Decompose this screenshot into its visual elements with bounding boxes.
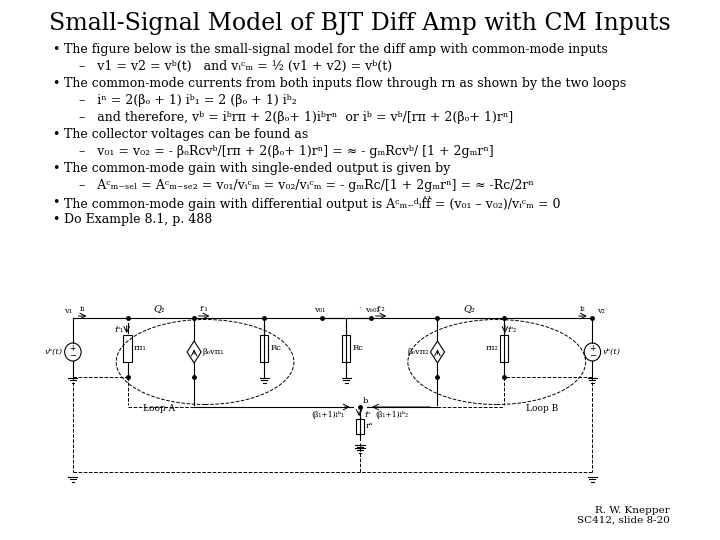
Text: The common-mode currents from both inputs flow through rn as shown by the two lo: The common-mode currents from both input… [64,77,626,90]
Text: +: + [589,344,595,353]
Text: rπ₂: rπ₂ [485,343,498,352]
Text: Do Example 8.1, p. 488: Do Example 8.1, p. 488 [64,213,212,226]
Text: R. W. Knepper
SC412, slide 8-20: R. W. Knepper SC412, slide 8-20 [577,505,670,525]
Text: Rᴄ: Rᴄ [270,343,281,352]
Text: •: • [52,213,59,226]
Text: βₒvπ₂: βₒvπ₂ [407,348,428,356]
Text: iᵇ₂: iᵇ₂ [508,326,517,334]
Text: v₁: v₁ [64,307,72,315]
Text: rπ₁: rπ₁ [133,343,146,352]
Bar [123,335,132,362]
Bar [260,335,269,362]
Text: βₒvπ₁: βₒvπ₁ [203,348,225,356]
Bar [356,419,364,434]
Text: Small-Signal Model of BJT Diff Amp with CM Inputs: Small-Signal Model of BJT Diff Amp with … [49,12,671,35]
Text: (β₁+1)iᵇ₁: (β₁+1)iᵇ₁ [312,411,345,419]
Text: +: + [70,344,76,353]
Text: v₀₁: v₀₁ [314,306,325,314]
Text: iᶜ₁: iᶜ₁ [199,305,209,313]
Text: iᶜ₂: iᶜ₂ [377,305,385,313]
Text: •: • [52,196,59,209]
Text: •: • [52,77,59,90]
Text: vᵇ(t): vᵇ(t) [603,348,621,356]
Text: (β₁+1)iᵇ₂: (β₁+1)iᵇ₂ [375,411,408,419]
Text: rⁿ: rⁿ [366,422,374,430]
Text: vᵇ(t): vᵇ(t) [45,348,63,356]
Text: vₒ₀₂: vₒ₀₂ [366,306,380,314]
Text: The figure below is the small-signal model for the diff amp with common-mode inp: The figure below is the small-signal mod… [64,43,608,56]
Text: v₂: v₂ [597,307,605,315]
Bar [500,335,508,362]
Text: •: • [52,43,59,56]
Text: Rᴄ: Rᴄ [352,343,363,352]
Text: iᵇ₁: iᵇ₁ [114,326,124,334]
Text: –   and therefore, vᵇ = iᵇrπ + 2(βₒ+ 1)iᵇrⁿ  or iᵇ = vᵇ/[rπ + 2(βₒ+ 1)rⁿ]: – and therefore, vᵇ = iᵇrπ + 2(βₒ+ 1)iᵇr… [79,111,513,124]
Text: Q₂: Q₂ [464,304,475,313]
Text: –   iⁿ = 2(βₒ + 1) iᵇ₁ = 2 (βₒ + 1) iᵇ₂: – iⁿ = 2(βₒ + 1) iᵇ₁ = 2 (βₒ + 1) iᵇ₂ [79,94,297,107]
Text: b: b [363,397,368,405]
Text: –   v1 = v2 = vᵇ(t)   and vᵢᶜₘ = ½ (v1 + v2) = vᵇ(t): – v1 = v2 = vᵇ(t) and vᵢᶜₘ = ½ (v1 + v2)… [79,60,392,73]
Text: iᵇ: iᵇ [364,411,371,419]
Text: i₂: i₂ [580,305,586,313]
Text: •: • [52,162,59,175]
Text: The common-mode gain with differential output is Aᶜₘ₋ᵈᵢḟḟ = (v₀₁ – v₀₂)/vᵢᶜₘ = 0: The common-mode gain with differential o… [64,196,560,211]
Text: –   v₀₁ = v₀₂ = - βₒRᴄvᵇ/[rπ + 2(βₒ+ 1)rⁿ] = ≈ - gₘRᴄvᵇ/ [1 + 2gₘrⁿ]: – v₀₁ = v₀₂ = - βₒRᴄvᵇ/[rπ + 2(βₒ+ 1)rⁿ]… [79,145,494,158]
Text: The collector voltages can be found as: The collector voltages can be found as [64,128,308,141]
Text: i₁: i₁ [79,305,86,313]
Text: Loop B: Loop B [526,404,559,413]
Text: •: • [52,128,59,141]
Text: −: − [589,351,596,360]
Text: ,: , [359,301,361,310]
Text: Q₁: Q₁ [153,304,166,313]
Text: The common-mode gain with single-ended output is given by: The common-mode gain with single-ended o… [64,162,450,175]
Text: −: − [69,351,76,360]
Text: –   Aᶜₘ₋ₛₑₗ = Aᶜₘ₋ₛₑ₂ = v₀₁/vᵢᶜₘ = v₀₂/vᵢᶜₘ = - gₘRᴄ/[1 + 2gₘrⁿ] = ≈ -Rᴄ/2rⁿ: – Aᶜₘ₋ₛₑₗ = Aᶜₘ₋ₛₑ₂ = v₀₁/vᵢᶜₘ = v₀₂/vᵢᶜ… [79,179,534,192]
Text: Loop A: Loop A [143,404,176,413]
Bar [342,335,351,362]
